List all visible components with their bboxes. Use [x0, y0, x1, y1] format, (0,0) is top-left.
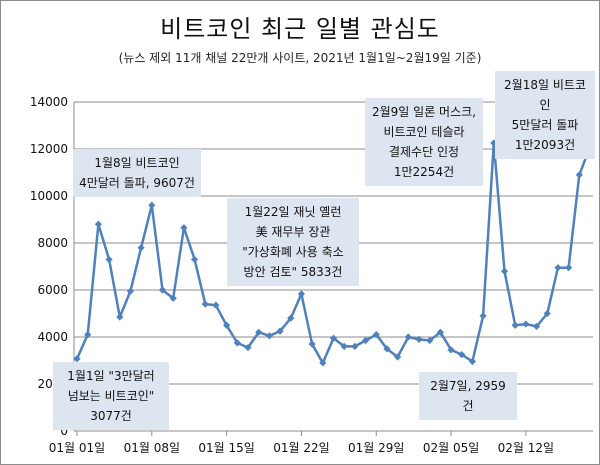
- data-point: [511, 321, 519, 329]
- y-tick-label: 6000: [37, 283, 68, 297]
- annotation-jan22: 1월22일 재닛 옐런 美 재무부 장관 "가상화폐 사용 축소 방안 검토" …: [227, 198, 359, 286]
- y-tick-label: 8000: [37, 236, 68, 250]
- annotation-line: 결제수단 인정: [388, 145, 460, 159]
- data-point: [308, 340, 316, 348]
- annotation-line: 2월18일 비트코인: [504, 78, 586, 112]
- annotation-line: 2월7일, 2959건: [430, 379, 506, 413]
- data-point: [255, 328, 263, 336]
- annotation-line: "가상화폐 사용 축소: [242, 245, 344, 259]
- annotation-line: 1월1일 "3만달러: [67, 369, 155, 383]
- annotation-line: 넘보는 비트코인": [67, 389, 155, 403]
- data-point: [351, 342, 359, 350]
- data-point: [532, 322, 541, 331]
- data-point: [233, 339, 241, 347]
- data-point: [201, 300, 209, 308]
- data-point: [447, 346, 455, 354]
- data-point: [565, 264, 573, 272]
- annotation-line: 비트코인 테슬라: [383, 125, 465, 139]
- data-point: [94, 220, 102, 228]
- annotation-line: 방안 검토" 5833건: [243, 265, 343, 279]
- data-point: [265, 332, 273, 340]
- data-point: [436, 328, 444, 336]
- data-point: [415, 335, 423, 343]
- data-point: [158, 286, 167, 294]
- data-point: [148, 201, 156, 209]
- y-tick-label: 4000: [37, 330, 68, 344]
- data-point: [522, 320, 530, 328]
- data-point: [500, 267, 509, 275]
- data-point: [468, 357, 477, 366]
- data-point: [340, 342, 348, 350]
- data-point: [126, 287, 135, 295]
- data-point: [244, 343, 252, 352]
- data-point: [190, 255, 199, 264]
- data-point: [223, 321, 231, 329]
- y-tick-label: 0: [60, 424, 68, 438]
- data-point: [394, 353, 402, 361]
- x-tick-label: 01월 15일: [198, 441, 254, 455]
- y-tick-label: 10000: [30, 189, 68, 203]
- annotation-feb9: 2월9일 일론 머스크, 비트코인 테슬라 결제수단 인정 1만2254건: [365, 98, 483, 186]
- data-point: [372, 331, 380, 339]
- data-point: [479, 312, 487, 320]
- data-point: [169, 294, 177, 302]
- data-point: [383, 345, 391, 353]
- x-tick-label: 01월 01일: [49, 441, 105, 455]
- data-point: [180, 224, 188, 232]
- annotation-feb18: 2월18일 비트코인 5만달러 돌파 1만2093건: [495, 71, 595, 159]
- data-point: [426, 336, 434, 345]
- data-point: [287, 314, 295, 322]
- annotation-line: 1월22일 재닛 옐런: [244, 205, 342, 219]
- annotation-line: 1월8일 비트코인: [94, 156, 180, 170]
- data-point: [575, 171, 583, 179]
- data-point: [137, 244, 145, 252]
- data-point: [543, 309, 551, 318]
- data-point: [297, 290, 306, 298]
- data-point: [554, 264, 562, 272]
- data-point: [105, 255, 113, 264]
- data-point: [116, 313, 124, 321]
- data-point: [84, 331, 92, 339]
- chart-title: 비트코인 최근 일별 관심도: [160, 15, 440, 43]
- chart-subtitle: (뉴스 제외 11개 채널 22만개 사이트, 2021년 1월1일~2월19일…: [118, 51, 482, 65]
- data-point: [404, 333, 412, 341]
- data-point: [276, 327, 284, 335]
- data-point: [329, 334, 338, 342]
- x-tick-label: 01월 08일: [124, 441, 180, 455]
- x-tick-label: 02월 12일: [498, 441, 554, 455]
- y-tick-label: 14000: [30, 95, 68, 109]
- data-point: [73, 355, 81, 363]
- data-point: [361, 336, 370, 345]
- annotation-jan1: 1월1일 "3만달러 넘보는 비트코인" 3077건: [53, 362, 169, 430]
- data-point: [319, 359, 327, 367]
- x-tick-label: 01월 22일: [273, 441, 329, 455]
- y-tick-label: 12000: [30, 142, 68, 156]
- annotation-line: 1만2093건: [514, 138, 576, 152]
- data-point: [212, 301, 220, 309]
- annotation-jan8: 1월8일 비트코인 4만달러 돌파, 9607건: [73, 149, 201, 197]
- annotation-line: 1만2254건: [393, 165, 455, 179]
- annotation-line: 美 재무부 장관: [255, 225, 331, 239]
- annotation-line: 5만달러 돌파: [511, 118, 579, 132]
- annotation-feb7: 2월7일, 2959건: [419, 372, 517, 420]
- x-tick-label: 01월 29일: [348, 441, 404, 455]
- annotation-line: 2월9일 일론 머스크,: [372, 105, 476, 119]
- x-tick-label: 02월 05일: [423, 441, 479, 455]
- data-point: [458, 351, 466, 359]
- annotation-line: 3077건: [90, 409, 132, 423]
- annotation-line: 4만달러 돌파, 9607건: [79, 176, 195, 190]
